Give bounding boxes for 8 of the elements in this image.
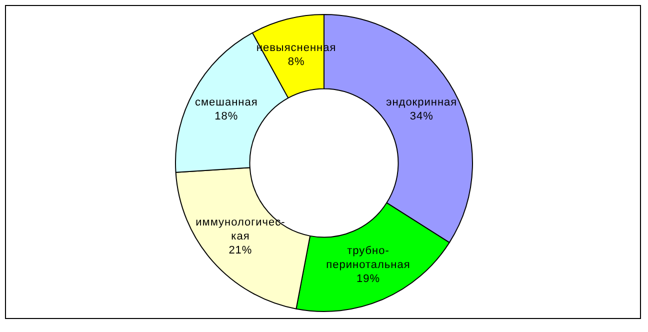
- data-label: 21%: [228, 244, 252, 257]
- data-label: 34%: [410, 110, 434, 122]
- data-label: 19%: [356, 273, 380, 286]
- data-label: 18%: [214, 110, 238, 122]
- data-label: 8%: [288, 56, 305, 68]
- slice-label: эндокринная: [386, 96, 458, 108]
- slice-label: смешанная: [194, 96, 258, 108]
- slice-label: трубно- перинотальная: [326, 245, 410, 272]
